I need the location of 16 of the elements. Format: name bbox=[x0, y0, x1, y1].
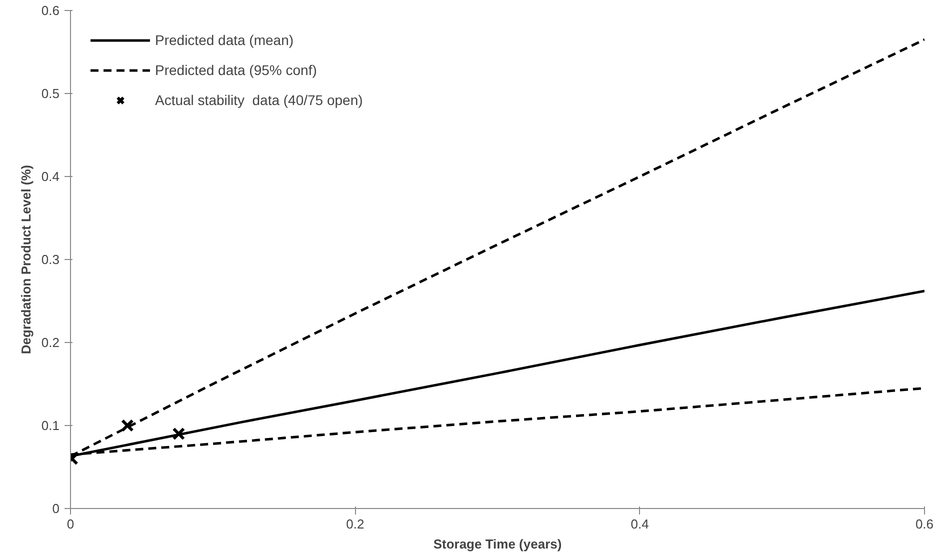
x-tick-label: 0.4 bbox=[630, 516, 649, 532]
y-tick-label: 0.5 bbox=[41, 86, 60, 101]
legend-label: Actual stability data (40/75 open) bbox=[155, 92, 363, 108]
y-tick-label: 0.3 bbox=[41, 252, 60, 267]
legend-label: Predicted data (mean) bbox=[155, 32, 294, 48]
y-tick-label: 0.2 bbox=[41, 335, 60, 350]
x-tick-label: 0.2 bbox=[346, 516, 364, 532]
x-tick-label: 0.6 bbox=[915, 516, 934, 532]
x-tick-label: 0 bbox=[66, 516, 74, 532]
y-axis-title: Degradation Product Level (%) bbox=[18, 164, 34, 354]
x-axis-title: Storage Time (years) bbox=[433, 536, 562, 552]
y-tick-label: 0 bbox=[52, 501, 60, 516]
legend-label: Predicted data (95% conf) bbox=[155, 62, 317, 78]
y-tick-label: 0.4 bbox=[41, 169, 60, 184]
y-tick-label: 0.1 bbox=[41, 418, 60, 433]
y-tick-label: 0.6 bbox=[41, 3, 60, 18]
